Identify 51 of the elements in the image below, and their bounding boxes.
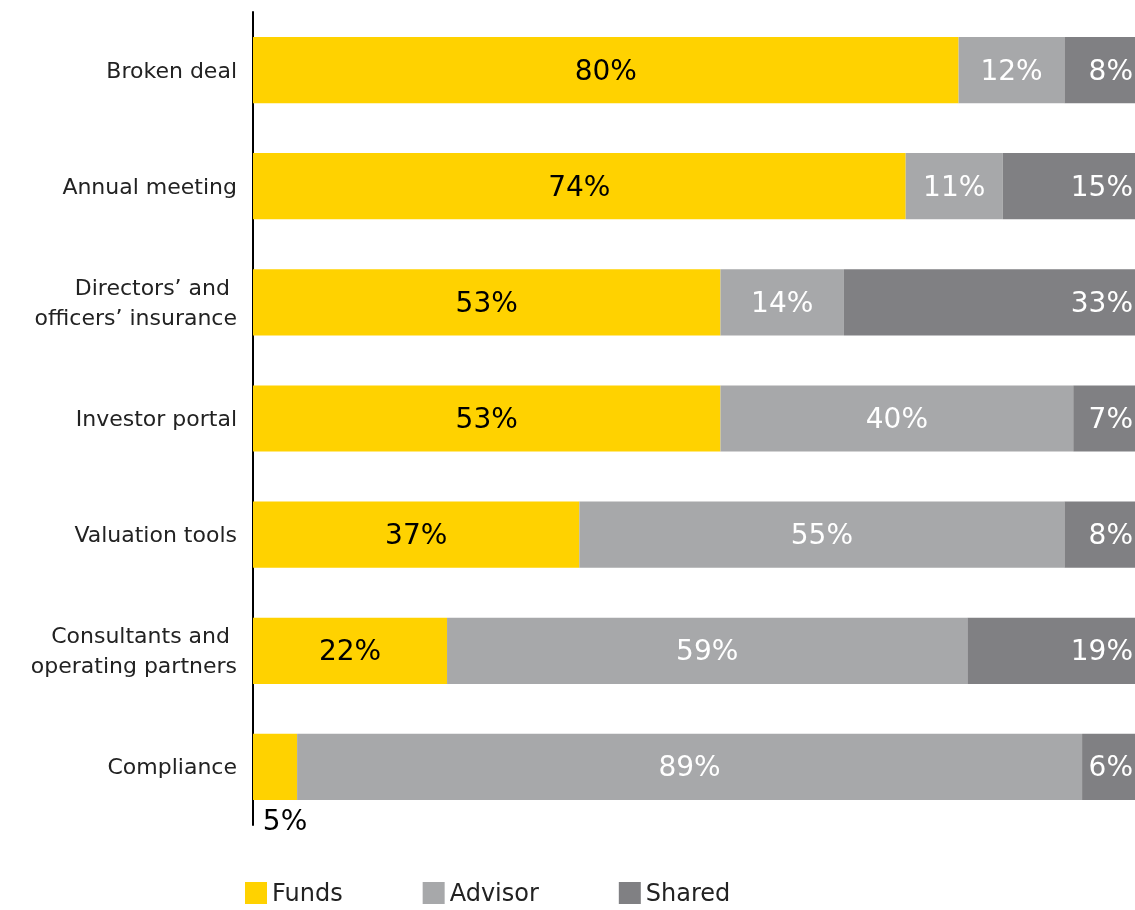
bar: [843, 269, 1135, 336]
bar: [253, 36, 959, 104]
bar: [297, 733, 1083, 801]
y-tick-label: Consultants and operating partners: [30, 623, 237, 679]
data-label: 8%: [1088, 53, 1133, 87]
data-label: 37%: [385, 518, 448, 552]
bar: [579, 501, 1065, 568]
bar: [1064, 36, 1135, 104]
data-label: 5%: [262, 803, 308, 837]
data-label: 22%: [318, 634, 382, 668]
bar: [253, 385, 721, 452]
data-label: 89%: [658, 750, 721, 784]
data-label: 11%: [923, 169, 986, 203]
bar: [720, 385, 1074, 452]
y-tick-label: Compliance: [107, 754, 237, 780]
data-label: 53%: [455, 285, 518, 319]
data-label: 74%: [548, 169, 611, 203]
legend-label: Shared: [645, 879, 731, 907]
data-label: 15%: [1070, 169, 1133, 203]
bar: [253, 153, 906, 220]
bar: [967, 617, 1135, 684]
y-tick-label: Investor portal: [75, 406, 237, 431]
data-label: 12%: [980, 53, 1043, 87]
bar: [253, 501, 580, 568]
bar: [253, 733, 298, 801]
data-label: 53%: [455, 402, 518, 435]
bar: [720, 269, 844, 336]
data-label: 7%: [1088, 402, 1133, 435]
data-label: 59%: [676, 634, 739, 668]
bar: [253, 617, 448, 684]
bar: [1002, 153, 1135, 220]
data-label: 6%: [1088, 750, 1133, 784]
data-label: 55%: [790, 518, 854, 552]
bar: [1064, 501, 1135, 568]
bar: [447, 617, 968, 684]
bar: [905, 153, 1003, 220]
data-label: 40%: [865, 402, 928, 435]
data-label: 33%: [1070, 285, 1133, 319]
bar: [1073, 385, 1135, 452]
data-label: 80%: [574, 53, 637, 87]
data-label: 8%: [1088, 518, 1133, 552]
legend-label: Advisor: [449, 879, 539, 907]
data-label: 14%: [751, 285, 814, 319]
y-tick-label: Broken deal: [106, 57, 237, 83]
y-tick-label: Annual meeting: [62, 173, 237, 199]
bar: [958, 36, 1065, 104]
bar: [253, 269, 721, 336]
data-label: 19%: [1070, 634, 1133, 668]
legend-label: Funds: [272, 879, 343, 907]
y-tick-label: Valuation tools: [74, 522, 237, 548]
y-tick-label: Directors’ and officers’ insurance: [34, 274, 237, 330]
